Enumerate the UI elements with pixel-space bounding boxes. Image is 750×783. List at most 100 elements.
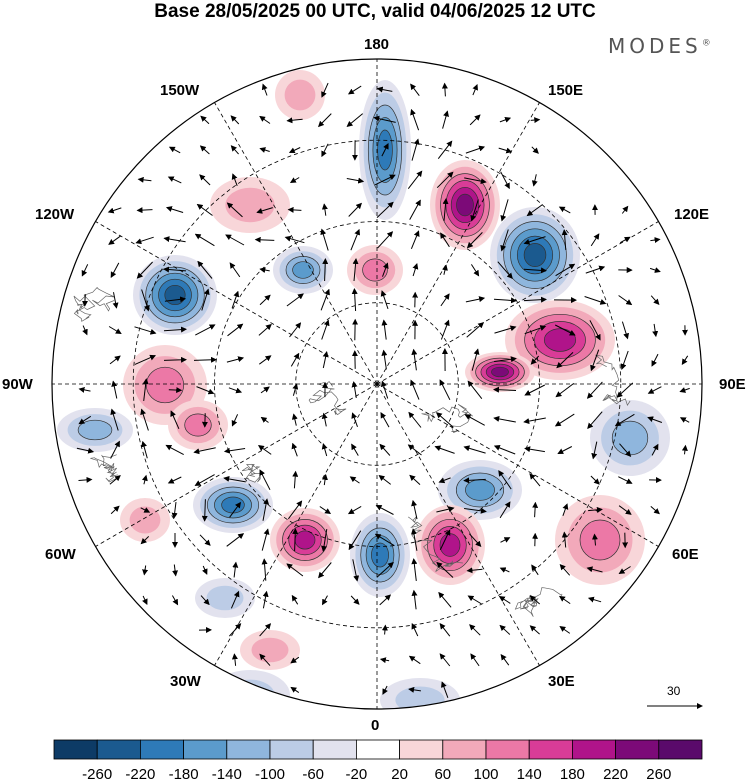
wind-arrow [494,356,517,363]
wind-arrow [225,234,245,246]
wind-arrow [442,198,449,222]
wind-arrow [557,446,573,454]
wind-arrow [584,296,607,305]
wind-arrow [110,440,120,459]
wind-arrow [499,624,511,635]
wind-arrow [529,595,541,605]
wind-arrow [291,594,299,605]
wind-arrow [78,415,92,425]
wind-arrow [164,296,187,303]
wind-arrow [377,231,394,249]
wind-arrow [290,656,300,664]
anomaly-contour [292,261,314,279]
wind-arrow [199,174,211,186]
wind-arrow [618,476,633,484]
wind-arrow [618,295,633,306]
wind-arrow [193,356,217,363]
wind-arrow [287,500,303,520]
wind-arrow [411,528,418,551]
colorbar-tick-label: -100 [255,766,285,783]
wind-arrow [259,115,271,124]
wind-arrow [201,288,210,311]
wind-arrow [134,326,157,335]
wind-arrow [322,473,328,486]
wind-arrow [469,114,481,126]
wind-arrow [381,319,388,340]
wind-arrow [497,261,513,280]
wind-arrow [292,528,299,552]
wind-arrow [410,230,420,249]
anomaly-contour [184,413,212,437]
wind-arrow [317,113,332,128]
colorbar-tick-label: 100 [473,766,498,783]
wind-arrow [223,447,246,454]
wind-arrow [140,536,150,545]
wind-arrow [407,170,423,190]
wind-arrow [141,474,148,485]
wind-arrow [167,176,182,184]
wind-arrow [555,382,575,398]
coastline [421,403,473,433]
wind-arrow [408,411,422,428]
wind-arrow [498,596,511,604]
wind-arrow [467,595,482,605]
colorbar-box [53,739,98,760]
wind-arrow [530,355,540,365]
wind-arrow [287,206,302,213]
colorbar-box [615,739,660,760]
wind-arrow [172,564,179,577]
wind-arrow [651,353,659,367]
wind-arrow [618,505,632,515]
meridian-line [214,102,378,385]
wind-arrow [352,559,360,582]
wind-arrow [193,447,216,455]
wind-arrow [436,561,454,578]
wind-arrow [81,264,89,277]
wind-arrow [321,529,328,552]
wind-arrow [259,469,271,491]
colorbar-box [269,739,314,760]
wind-arrow [469,624,481,636]
latitude-circle [132,139,622,629]
wind-arrow [134,354,157,365]
colorbar-tick-label: 220 [603,766,628,783]
wind-arrow [381,349,388,370]
wind-arrow [347,505,362,515]
wind-arrow [621,321,629,340]
wind-arrow [292,470,299,489]
wind-arrow [586,381,603,399]
wind-arrow [289,177,300,184]
wind-arrow [588,506,603,513]
wind-arrow [679,417,690,423]
wind-arrow [348,530,362,551]
wind-arrow [163,326,187,333]
wind-arrow [463,477,486,484]
wind-arrow [436,171,454,189]
wind-arrow [108,326,122,335]
wind-arrow [470,653,480,667]
wind-arrow [231,290,240,309]
wind-arrow [351,288,358,312]
anomaly-contour [206,585,244,611]
wind-arrow [230,115,240,125]
wind-arrow [499,501,511,519]
wind-arrow [142,595,148,606]
registered-mark: ® [701,38,711,49]
wind-arrow [590,233,600,247]
wind-scale-label: 30 [667,684,681,698]
wind-arrow [681,444,688,455]
wind-arrow [555,263,576,277]
wind-arrow [681,355,689,366]
wind-arrow [436,506,455,513]
wind-arrow [322,351,329,369]
wind-arrow [412,263,419,277]
anomaly-contour [225,679,275,709]
wind-arrow [351,443,359,456]
lon-label-180: 180 [364,36,390,53]
wind-arrow [465,296,486,303]
wind-arrow [381,624,388,635]
wind-arrow [227,323,244,337]
wind-arrow [466,322,485,338]
lon-label-90w: 90W [2,376,33,393]
wind-arrow [196,386,215,395]
